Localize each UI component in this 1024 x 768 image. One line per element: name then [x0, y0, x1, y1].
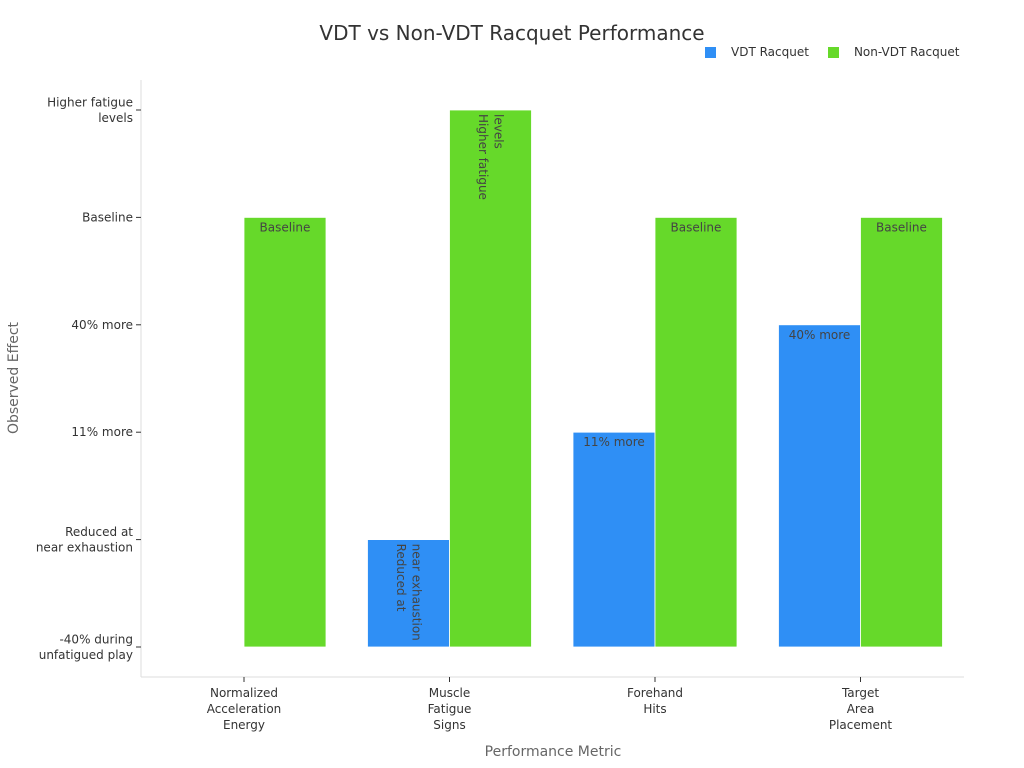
y-tick-label-line: unfatigued play — [39, 648, 133, 662]
bar-data-label: Baseline — [671, 220, 722, 234]
legend-swatch-non-vdt — [827, 46, 839, 58]
y-tick-label-line: 40% more — [71, 318, 133, 332]
y-axis-title: Observed Effect — [6, 321, 22, 434]
bar-non-vdt[interactable] — [243, 216, 327, 648]
legend-label-non-vdt: Non-VDT Racquet — [853, 45, 960, 59]
y-axis-ticks: -40% during unfatigued play Reduced at near… — [36, 95, 141, 662]
bar-vdt[interactable] — [367, 539, 450, 648]
bar-data-label: Reduced at near exhaustion — [394, 544, 424, 641]
y-tick-label-line: Baseline — [82, 210, 133, 224]
x-tick-label-line: Placement — [829, 718, 893, 732]
y-tick-label-line: Reduced at — [65, 525, 133, 539]
legend-label-vdt: VDT Racquet — [731, 45, 809, 59]
bar-data-label: Baseline — [876, 220, 927, 234]
x-tick-label: Normalized Acceleration Energy — [207, 686, 282, 732]
bar-labels-group: Reduced at near exhaustion 11% more 40% mor… — [260, 114, 927, 641]
x-tick-label-line: Energy — [223, 718, 265, 732]
bars-group — [243, 109, 943, 648]
bar-data-label-line: Reduced at — [394, 544, 408, 612]
y-tick-label-line: Higher fatigue — [47, 95, 133, 109]
bar-non-vdt[interactable] — [449, 109, 532, 648]
y-tick-label: Baseline — [82, 210, 133, 224]
x-tick-label-line: Target — [841, 686, 879, 700]
y-tick-label-line: -40% during — [59, 632, 133, 646]
legend-swatch-vdt — [705, 46, 716, 58]
bar-data-label: 11% more — [583, 435, 645, 449]
chart-title: VDT vs Non-VDT Racquet Performance — [319, 21, 704, 45]
bar-data-label-line: near exhaustion — [409, 544, 423, 641]
x-tick-label: Forehand Hits — [627, 686, 683, 716]
x-tick-label: Muscle Fatigue Signs — [428, 686, 472, 732]
bar-data-label: 40% more — [789, 328, 851, 342]
bar-vdt[interactable] — [572, 431, 656, 648]
y-tick-label: 40% more — [71, 318, 133, 332]
legend: VDT Racquet Non-VDT Racquet — [705, 45, 978, 59]
y-tick-label: Reduced at near exhaustion — [36, 525, 133, 555]
bar-non-vdt[interactable] — [654, 216, 738, 648]
y-tick-label: Higher fatigue levels — [47, 95, 133, 125]
y-tick-label-line: near exhaustion — [36, 540, 133, 554]
y-tick-label-line: levels — [98, 111, 133, 125]
legend-item-non-vdt[interactable]: Non-VDT Racquet — [827, 45, 960, 59]
y-tick-label: 11% more — [71, 425, 133, 439]
y-tick-label: -40% during unfatigued play — [39, 632, 133, 662]
y-tick-label-line: 11% more — [71, 425, 133, 439]
x-tick-label-line: Hits — [643, 702, 666, 716]
x-tick-label-line: Acceleration — [207, 702, 282, 716]
x-tick-label-line: Fatigue — [428, 702, 472, 716]
x-axis-ticks: Normalized Acceleration Energy Muscle Fatigu… — [207, 677, 893, 732]
bar-data-label: Baseline — [260, 220, 311, 234]
x-tick-label-line: Normalized — [210, 686, 278, 700]
x-axis-title: Performance Metric — [485, 744, 622, 760]
bar-non-vdt[interactable] — [860, 216, 943, 648]
x-tick-label-line: Muscle — [429, 686, 471, 700]
x-tick-label: Target Area Placement — [829, 686, 893, 732]
bar-data-label: Higher fatigue levels — [476, 114, 506, 200]
x-tick-label-line: Signs — [433, 718, 465, 732]
bar-vdt[interactable] — [778, 324, 861, 648]
legend-item-vdt[interactable]: VDT Racquet — [705, 45, 809, 59]
bar-data-label-line: levels — [491, 114, 505, 149]
x-tick-label-line: Area — [847, 702, 875, 716]
x-tick-label-line: Forehand — [627, 686, 683, 700]
bar-data-label-line: Higher fatigue — [476, 114, 490, 200]
